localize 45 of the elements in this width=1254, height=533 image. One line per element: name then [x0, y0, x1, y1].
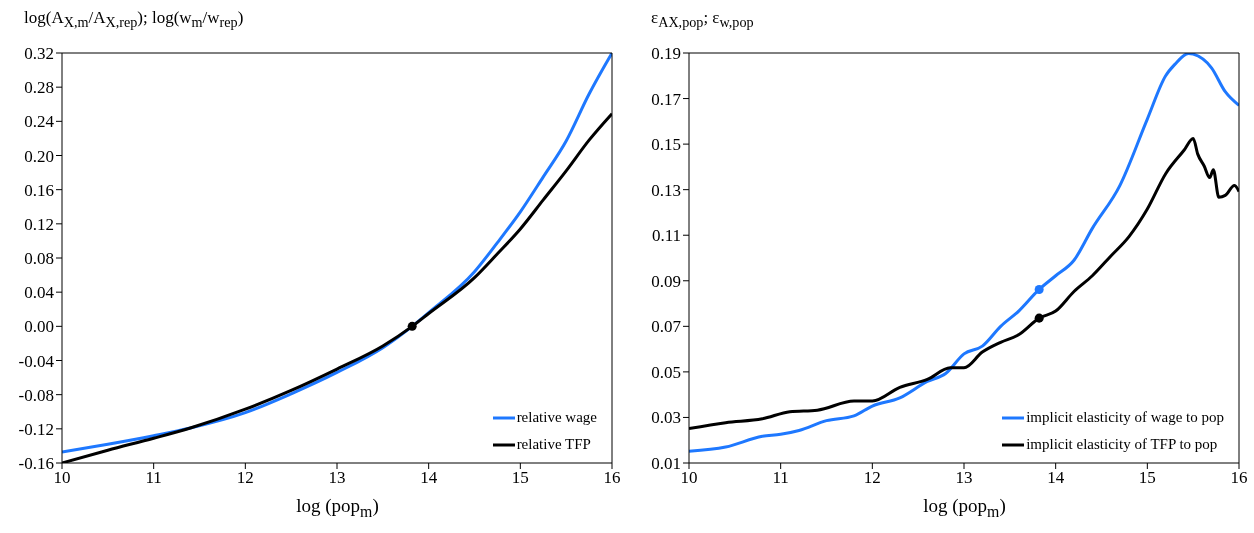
x-tick-label: 15 — [1138, 468, 1156, 488]
y-tick-label: 0.19 — [651, 44, 681, 64]
y-tick-label: 0.15 — [651, 135, 681, 155]
y-tick-label: 0.01 — [651, 454, 681, 474]
legend-label: relative TFP — [516, 436, 591, 453]
x-axis-title: log (pop$_{m}$) — [295, 495, 380, 521]
x-tick-label: 13 — [955, 468, 973, 488]
y-tick-label: -0.08 — [18, 385, 54, 405]
legend-label: relative wage — [516, 409, 597, 426]
x-tick-label: 15 — [511, 468, 529, 488]
y-tick-label: 0.20 — [24, 146, 54, 166]
x-tick-label: 10 — [680, 468, 698, 488]
x-tick-label: 16 — [603, 468, 621, 488]
y-tick-label: 0.24 — [24, 112, 55, 132]
y-tick-label: 0.08 — [24, 249, 54, 269]
x-tick-label: 14 — [420, 468, 438, 488]
text: log(A$_{X,m}$/A$_{X,rep}$); log(w$_{m}$/w$_{rep}$) — [24, 8, 244, 31]
x-tick-label: 10 — [53, 468, 71, 488]
y-tick-label: -0.16 — [18, 454, 54, 474]
legend-label: implicit elasticity of TFP to pop — [1026, 436, 1218, 453]
y-tick-label: 0.05 — [651, 362, 681, 382]
y-tick-label: 0.07 — [651, 317, 682, 337]
y-tick-label: 0.12 — [24, 214, 54, 234]
y-axis-title: ε$_{A}$$_{X,pop}$; ε$_{w,pop}$ — [651, 8, 754, 32]
y-tick-label: -0.12 — [18, 419, 54, 439]
y-tick-label: 0.13 — [651, 180, 681, 200]
y-tick-label: 0.03 — [651, 408, 681, 428]
y-tick-label: 0.17 — [651, 89, 682, 109]
x-tick-label: 16 — [1230, 468, 1248, 488]
y-tick-label: 0.04 — [24, 283, 55, 303]
y-tick-label: -0.04 — [18, 351, 55, 371]
x-tick-label: 12 — [236, 468, 254, 488]
legend-label: implicit elasticity of wage to pop — [1026, 409, 1224, 426]
y-tick-label: 0.28 — [24, 78, 54, 98]
x-tick-label: 11 — [772, 468, 789, 488]
y-tick-label: 0.09 — [651, 271, 681, 291]
x-tick-label: 12 — [863, 468, 881, 488]
y-tick-label: 0.00 — [24, 317, 54, 337]
y-tick-label: 0.16 — [24, 180, 54, 200]
y-tick-label: 0.11 — [651, 226, 681, 246]
y-tick-label: 0.32 — [24, 44, 54, 64]
x-tick-label: 13 — [328, 468, 346, 488]
x-tick-label: 14 — [1047, 468, 1065, 488]
x-axis-title: log (pop$_{m}$) — [922, 495, 1007, 521]
x-tick-label: 11 — [145, 468, 162, 488]
